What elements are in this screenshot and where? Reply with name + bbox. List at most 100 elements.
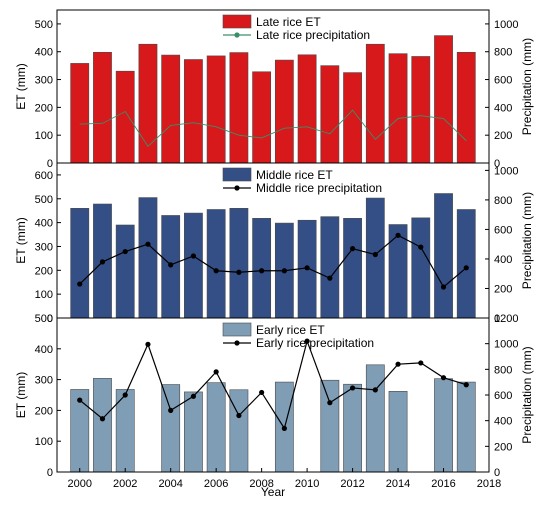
precip-point-early-2007	[236, 412, 242, 419]
et-bar-late-2005	[184, 59, 203, 164]
x-tick-label-2002: 2002	[113, 478, 137, 490]
precip-point-early-2003	[145, 341, 151, 347]
precip-point-early-2013	[372, 387, 378, 393]
y-tick-label-late-300: 300	[35, 75, 53, 87]
et-bar-early-2017	[456, 381, 476, 473]
x-tick-label-2006: 2006	[204, 478, 228, 490]
x-tick-label-2014: 2014	[386, 478, 410, 490]
x-tick-label-2004: 2004	[158, 478, 182, 490]
et-bar-late-2000	[70, 63, 90, 164]
legend-swatch-et-early	[222, 322, 252, 337]
precip-point-early-2002	[122, 392, 128, 398]
y-tick-label-late-0: 0	[47, 158, 53, 170]
precip-line-late	[79, 109, 467, 147]
precip-point-early-2008	[259, 389, 265, 396]
precip-point-middle-2015	[418, 244, 424, 250]
y-tick-label-early-500: 500	[35, 313, 53, 325]
precip-point-early-2012	[349, 385, 356, 391]
et-bar-middle-2011	[320, 216, 340, 319]
precip-point-middle-2008	[259, 268, 265, 274]
legend-label-precip-middle: Middle rice precipitation	[256, 181, 382, 195]
et-bar-early-2014	[388, 391, 408, 473]
et-bar-middle-2017	[456, 209, 476, 319]
legend-marker-precip-late	[234, 32, 240, 38]
y2-tick-label-late-200: 200	[494, 130, 512, 142]
legend-marker-precip-early	[234, 340, 240, 346]
precip-point-early-2001	[99, 416, 106, 422]
y-tick-label-late-400: 400	[35, 47, 53, 59]
y2-tick-label-early-0: 0	[494, 467, 500, 479]
y2-tick-label-late-400: 400	[494, 102, 512, 114]
y-tick-label-late-500: 500	[35, 19, 53, 31]
et-bar-early-2001	[93, 378, 112, 473]
legend-label-precip-early: Early rice precipitation	[256, 336, 374, 350]
panel-middle: 0 100 200 300 400 500 600 0 200 400 600 800 1000 ET (…	[14, 162, 534, 325]
x-tick-label-2012: 2012	[340, 478, 364, 490]
et-bar-late-2015	[411, 56, 431, 164]
et-bar-middle-2003	[138, 197, 158, 319]
precip-line-early	[79, 339, 467, 430]
y-axis-label-middle: ET (mm)	[14, 217, 28, 263]
et-bar-early-2013	[365, 364, 385, 473]
y2-tick-label-late-1000: 1000	[494, 19, 518, 31]
legend-label-et-early: Early rice ET	[256, 323, 325, 337]
x-tick-label-2000: 2000	[67, 478, 91, 490]
y2-tick-label-early-1200: 1200	[494, 313, 518, 325]
y-tick-label-middle-600: 600	[35, 170, 53, 182]
precip-point-early-2015	[418, 360, 424, 366]
x-tick-label-2018: 2018	[477, 478, 501, 490]
x-axis-label: Year	[261, 485, 285, 499]
y2-tick-label-middle-0: 0	[494, 313, 500, 325]
et-bar-late-2001	[93, 51, 112, 164]
et-bar-late-2009	[274, 59, 294, 164]
et-bar-middle-2013	[365, 197, 385, 319]
y2-tick-label-middle-600: 600	[494, 224, 512, 236]
y-tick-label-middle-100: 100	[35, 289, 53, 301]
precip-point-middle-2014	[395, 232, 401, 238]
y2-axis-label-middle: Precipitation (mm)	[520, 192, 534, 289]
y2-tick-label-early-600: 600	[494, 390, 512, 402]
legend-label-et-late: Late rice ET	[256, 15, 321, 29]
y-tick-label-middle-300: 300	[35, 241, 53, 253]
et-bar-early-2011	[320, 379, 340, 473]
precip-point-early-2004	[168, 407, 174, 413]
y2-tick-label-early-200: 200	[494, 441, 512, 453]
et-bar-middle-2006	[206, 209, 226, 319]
y2-axis-label-early: Precipitation (mm)	[520, 346, 534, 443]
precip-point-early-2005	[190, 393, 197, 399]
et-bar-early-2016	[434, 378, 453, 473]
precip-point-middle-2016	[440, 284, 447, 290]
legend-swatch-et-middle	[222, 167, 252, 182]
et-bar-middle-2012	[343, 218, 362, 319]
precip-point-middle-2012	[349, 246, 356, 252]
y-tick-label-early-0: 0	[47, 467, 53, 479]
panel-early: 0100200300400500020040060080010001200ET …	[14, 313, 534, 479]
y-axis-label-early: ET (mm)	[14, 372, 28, 418]
precip-point-early-2014	[395, 361, 401, 367]
et-bar-late-2016	[434, 35, 453, 164]
y-tick-label-early-100: 100	[35, 436, 53, 448]
et-bar-late-2008	[252, 71, 272, 164]
y2-tick-label-middle-800: 800	[494, 195, 512, 207]
et-bar-late-2010	[297, 54, 317, 164]
y2-tick-label-middle-200: 200	[494, 283, 512, 295]
et-bar-middle-2000	[70, 208, 90, 319]
et-bar-early-2004	[161, 384, 181, 473]
precip-point-early-2000	[77, 397, 83, 403]
y2-tick-label-early-1000: 1000	[494, 339, 518, 351]
y-tick-label-early-300: 300	[35, 375, 53, 387]
precip-point-early-2017	[463, 382, 469, 388]
precip-point-middle-2002	[122, 248, 128, 255]
legend-swatch-et-late	[222, 14, 252, 29]
et-bar-late-2004	[161, 54, 181, 164]
precip-point-early-2016	[440, 375, 447, 381]
y2-tick-label-early-800: 800	[494, 364, 512, 376]
y2-tick-label-late-0: 0	[494, 158, 500, 170]
et-bar-late-2006	[206, 55, 226, 164]
x-tick-label-2008: 2008	[249, 478, 273, 490]
et-bar-middle-2015	[411, 217, 431, 319]
et-bar-middle-2016	[434, 193, 453, 319]
y2-tick-label-middle-1000: 1000	[494, 165, 518, 177]
y2-tick-label-late-800: 800	[494, 47, 512, 59]
